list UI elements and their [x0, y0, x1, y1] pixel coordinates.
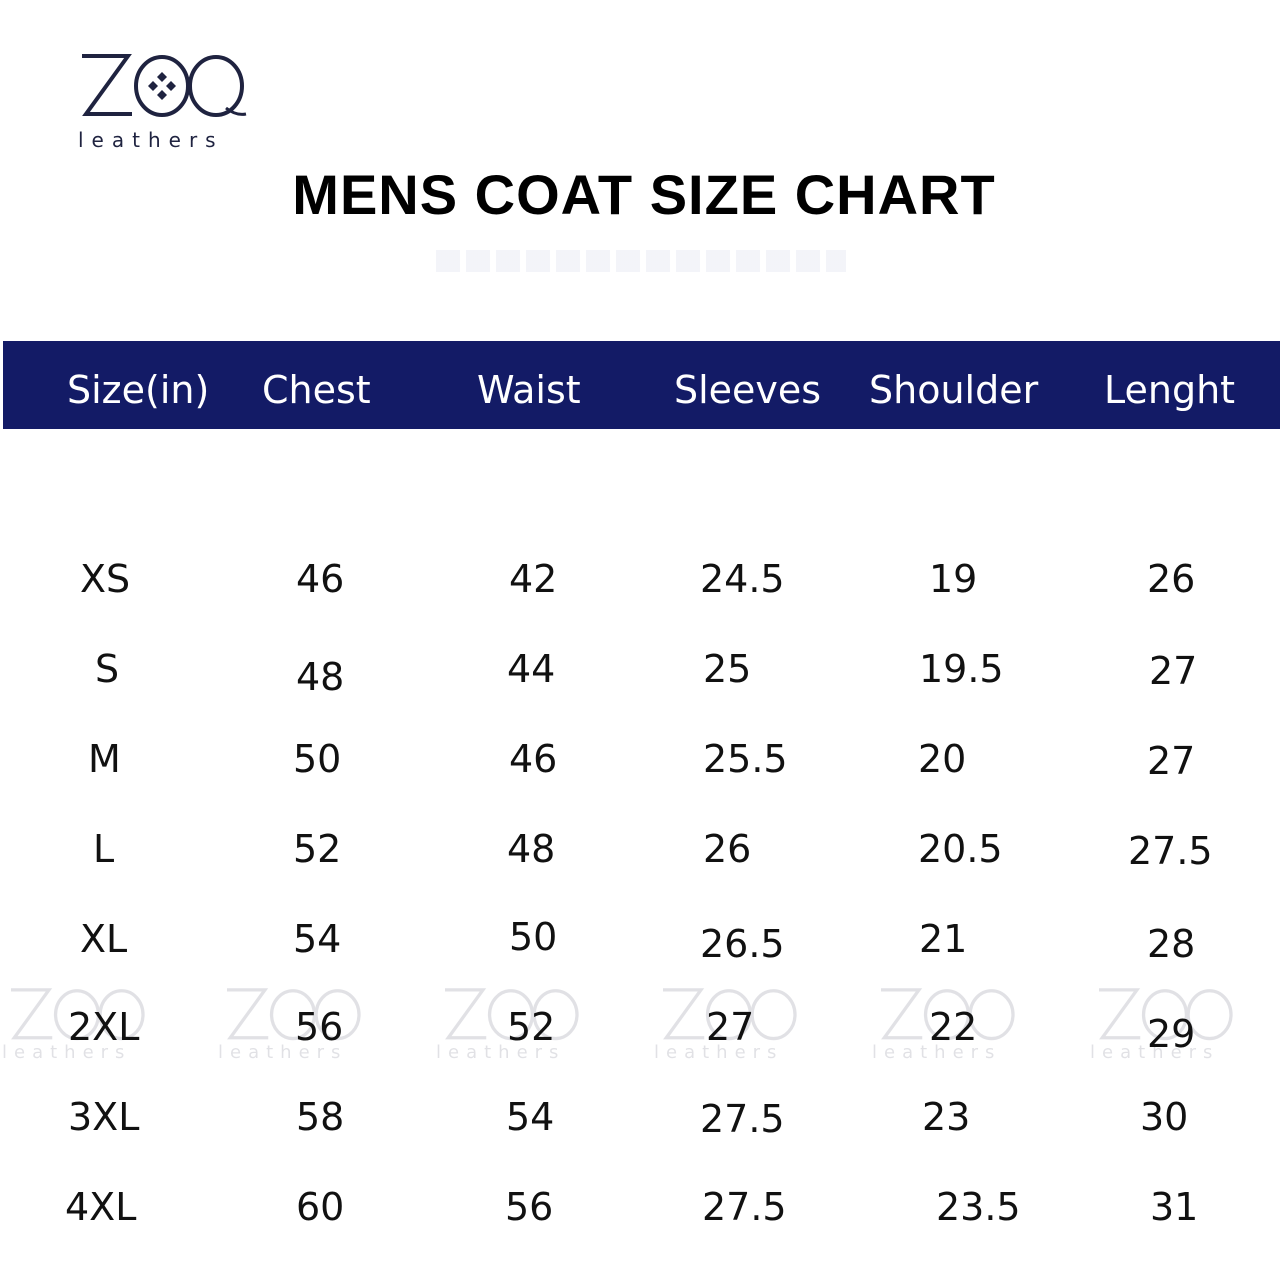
table-cell-chest: 60 [296, 1185, 345, 1229]
table-cell-chest: 52 [293, 827, 342, 871]
column-header-chest: Chest [262, 368, 371, 412]
table-cell-size: XL [80, 917, 128, 961]
table-cell-waist: 52 [507, 1005, 556, 1049]
table-cell-length: 27 [1149, 649, 1198, 693]
table-cell-size: 3XL [68, 1095, 140, 1139]
table-cell-chest: 58 [296, 1095, 345, 1139]
table-cell-waist: 46 [509, 737, 558, 781]
table-cell-size: 4XL [65, 1185, 137, 1229]
table-cell-shoulder: 20.5 [918, 827, 1003, 871]
table-cell-chest: 56 [295, 1005, 344, 1049]
column-header-size: Size(in) [67, 368, 210, 412]
table-cell-chest: 46 [296, 557, 345, 601]
watermark-logo: leathers [436, 980, 596, 1070]
table-cell-shoulder: 19.5 [919, 647, 1004, 691]
table-cell-size: M [88, 737, 121, 781]
table-cell-waist: 54 [506, 1095, 555, 1139]
watermark-subtext: leathers [218, 1042, 348, 1063]
table-cell-waist: 50 [509, 915, 558, 959]
faded-background-text [436, 250, 846, 272]
table-cell-chest: 54 [293, 917, 342, 961]
table-cell-length: 26 [1147, 557, 1196, 601]
table-cell-sleeves: 27.5 [700, 1097, 785, 1141]
table-cell-waist: 56 [505, 1185, 554, 1229]
table-cell-shoulder: 20 [918, 737, 967, 781]
table-cell-size: XS [80, 557, 131, 601]
table-cell-shoulder: 23.5 [936, 1185, 1021, 1229]
page-title: MENS COAT SIZE CHART [292, 163, 996, 226]
table-cell-sleeves: 25 [703, 647, 752, 691]
zoq-logo-mark [82, 54, 247, 117]
column-header-sleeves: Sleeves [674, 368, 822, 412]
table-cell-waist: 42 [509, 557, 558, 601]
table-cell-size: L [93, 827, 115, 871]
column-header-length: Lenght [1104, 368, 1236, 412]
table-cell-shoulder: 21 [919, 917, 968, 961]
table-cell-shoulder: 19 [929, 557, 978, 601]
table-cell-sleeves: 25.5 [703, 737, 788, 781]
table-cell-shoulder: 22 [929, 1005, 978, 1049]
watermark-logo: leathers [2, 980, 162, 1070]
column-header-shoulder: Shoulder [869, 368, 1039, 412]
watermark-subtext: leathers [654, 1042, 784, 1063]
table-cell-shoulder: 23 [922, 1095, 971, 1139]
table-cell-sleeves: 26.5 [700, 922, 785, 966]
watermark-subtext: leathers [2, 1042, 132, 1063]
watermark-subtext: leathers [872, 1042, 1002, 1063]
watermark-logo: leathers [1090, 980, 1250, 1070]
brand-logo: leathers [76, 44, 256, 154]
table-cell-length: 28 [1147, 922, 1196, 966]
table-cell-length: 30 [1140, 1095, 1189, 1139]
table-cell-length: 29 [1147, 1012, 1196, 1056]
table-header-band [3, 341, 1280, 429]
table-cell-length: 27.5 [1128, 829, 1213, 873]
column-header-waist: Waist [477, 368, 581, 412]
watermark-logo: leathers [654, 980, 814, 1070]
table-cell-chest: 48 [296, 655, 345, 699]
watermark-subtext: leathers [1090, 1042, 1220, 1063]
watermark-logo: leathers [218, 980, 378, 1070]
table-cell-size: 2XL [68, 1005, 140, 1049]
table-cell-length: 31 [1150, 1185, 1199, 1229]
watermark-subtext: leathers [436, 1042, 566, 1063]
table-cell-length: 27 [1147, 739, 1196, 783]
logo-subtext: leathers [78, 128, 224, 152]
table-cell-sleeves: 24.5 [700, 557, 785, 601]
table-cell-sleeves: 27 [706, 1005, 755, 1049]
table-cell-chest: 50 [293, 737, 342, 781]
watermark-logo: leathers [872, 980, 1032, 1070]
table-cell-sleeves: 27.5 [702, 1185, 787, 1229]
table-cell-sleeves: 26 [703, 827, 752, 871]
table-cell-waist: 44 [507, 647, 556, 691]
table-cell-size: S [95, 647, 120, 691]
table-cell-waist: 48 [507, 827, 556, 871]
